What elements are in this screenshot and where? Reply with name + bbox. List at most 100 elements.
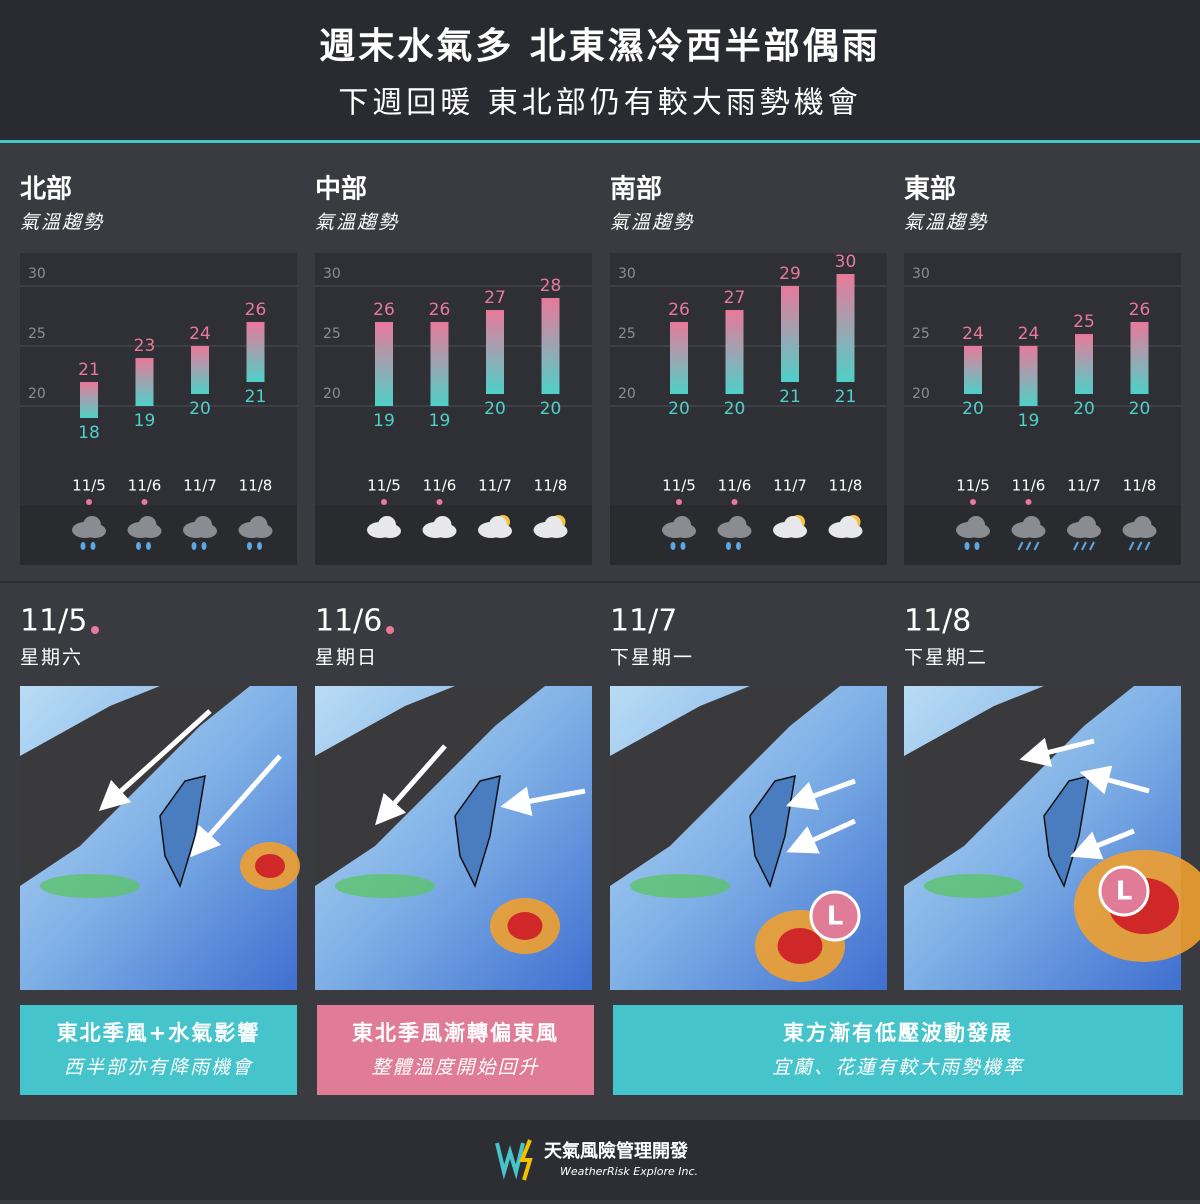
weather-icon: [478, 515, 512, 538]
weather-icon: [717, 516, 752, 550]
high-label: 24: [189, 324, 211, 344]
caption-title: 東方漸有低壓波動發展: [783, 1021, 1013, 1045]
separator: [0, 581, 1200, 583]
wind-arrow: [375, 744, 447, 826]
date-label: 11/7: [1067, 477, 1101, 495]
date-label: 11/8: [1123, 477, 1157, 495]
wind-arrow: [1019, 737, 1095, 767]
dot: [1025, 499, 1032, 505]
day-weekday: 星期六: [20, 647, 83, 669]
header-bg: [0, 0, 1200, 140]
taiwan: [454, 774, 501, 889]
high-label: 25: [1073, 312, 1095, 332]
brand: 天氣風險管理開發: [544, 1140, 689, 1162]
range-bar: [836, 274, 855, 382]
cloud: [729, 524, 752, 538]
rain-band: [40, 874, 140, 898]
cloud: [434, 524, 457, 538]
low-label: 19: [1018, 411, 1040, 431]
weather-icon: [1011, 516, 1046, 551]
date-label: 11/8: [534, 477, 568, 495]
weather-icon: [533, 515, 568, 538]
wind-arrow: [190, 754, 282, 858]
caption-box: [317, 1005, 594, 1095]
region-title: 東部: [904, 175, 956, 205]
land: [315, 686, 545, 886]
dot: [970, 499, 976, 505]
raindrop: [1089, 541, 1095, 551]
dot: [436, 499, 443, 505]
region-title: 北部: [20, 175, 72, 205]
cloud: [250, 524, 273, 538]
raindrop: [136, 542, 141, 550]
cloud: [1023, 524, 1046, 538]
low-label: 20: [962, 399, 984, 419]
low-label: 21: [779, 387, 801, 407]
cloud: [139, 524, 162, 538]
caption-text: 西半部亦有降雨機會: [64, 1057, 254, 1079]
wind-arrow: [98, 709, 212, 812]
range-bar: [725, 310, 744, 394]
raindrop: [1081, 541, 1087, 551]
rain-band: [924, 874, 1024, 898]
cloud: [1134, 524, 1157, 538]
date-label: 11/6: [423, 477, 457, 495]
raindrop: [1128, 541, 1135, 551]
raindrop: [680, 542, 686, 550]
dot: [86, 499, 92, 505]
y-tick-label: 25: [323, 326, 341, 342]
raindrop: [726, 542, 731, 550]
land: [20, 686, 250, 886]
taiwan: [159, 774, 206, 889]
weather-icon: [367, 516, 401, 538]
y-tick-label: 30: [28, 266, 46, 282]
land: [904, 686, 1134, 886]
range-bar: [1130, 322, 1149, 394]
low-label: 20: [668, 399, 690, 419]
region-subtitle: 氣溫趨勢: [904, 212, 988, 234]
day-date: 11/5: [20, 604, 87, 639]
day-weekday: 星期日: [315, 647, 378, 669]
caption-text: 宜蘭、花蓮有較大雨勢機率: [772, 1057, 1025, 1079]
raindrop: [257, 542, 262, 550]
low-label: 20: [724, 399, 746, 419]
range-bar: [191, 346, 209, 394]
raindrop: [90, 542, 96, 550]
low-marker: [1098, 865, 1150, 917]
low-label: 20: [484, 399, 506, 419]
dot: [91, 626, 99, 634]
raindrop: [1144, 541, 1151, 551]
raindrop: [1073, 541, 1079, 551]
cloud: [379, 524, 401, 538]
weather-icon: [72, 516, 106, 550]
low-label: L: [827, 902, 844, 932]
range-bar: [430, 322, 449, 406]
low-label: 19: [429, 411, 451, 431]
date-label: 11/8: [829, 477, 863, 495]
range-bar: [670, 322, 688, 394]
weather-icon: [183, 516, 217, 550]
high-label: 30: [835, 252, 857, 272]
day-date: 11/8: [904, 604, 971, 639]
high-label: 26: [1129, 300, 1151, 320]
weather-icon: [1067, 516, 1101, 551]
date-label: 11/5: [956, 477, 990, 495]
low-label: 18: [78, 423, 100, 443]
caption-box: [20, 1005, 297, 1095]
raindrop: [1025, 541, 1032, 551]
caption-text: 整體溫度開始回升: [371, 1057, 539, 1079]
date-label: 11/7: [183, 477, 217, 495]
day-date: 11/6: [315, 604, 382, 639]
rain-core: [777, 928, 823, 964]
y-tick-label: 20: [28, 386, 46, 402]
cloud: [785, 524, 807, 538]
footer-bg: [0, 1120, 1200, 1200]
date-label: 11/8: [239, 477, 273, 495]
date-label: 11/5: [72, 477, 106, 495]
y-tick-label: 25: [912, 326, 930, 342]
wind-arrow: [1079, 765, 1150, 795]
date-label: 11/6: [1012, 477, 1046, 495]
caption-box: [613, 1005, 1183, 1095]
header-rule: [0, 140, 1200, 143]
dot: [141, 499, 148, 505]
